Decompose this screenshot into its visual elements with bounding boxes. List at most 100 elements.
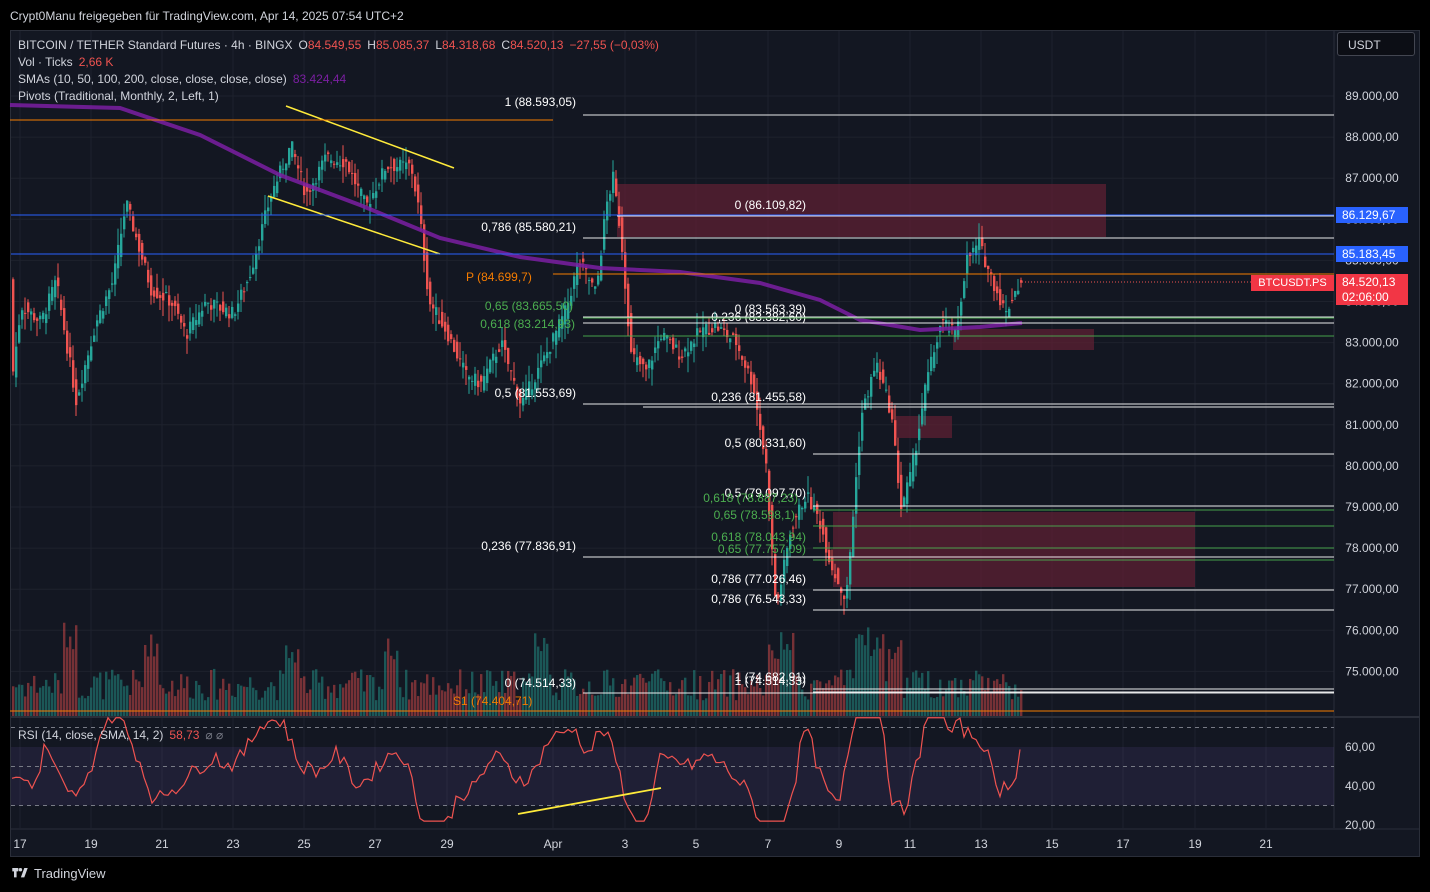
volume-bar (717, 679, 720, 716)
candle-body (234, 314, 237, 316)
volume-bar (468, 693, 471, 716)
candle-body (99, 310, 102, 323)
volume-bar (894, 652, 897, 716)
volume-bar (132, 670, 135, 716)
volume-bar (507, 671, 510, 716)
candle-body (156, 287, 159, 299)
candle-body (267, 207, 270, 212)
price-axis-label: 76.000,00 (1345, 623, 1399, 637)
volume-bar (510, 675, 513, 716)
volume-bar (69, 636, 72, 716)
time-axis-label: 21 (1259, 837, 1273, 851)
candle-body (543, 355, 546, 362)
candle-body (471, 380, 474, 382)
candle-body (789, 534, 792, 550)
volume-bar (390, 655, 393, 716)
volume-bar (99, 672, 102, 716)
volume-bar (942, 696, 945, 716)
candle-body (444, 321, 447, 332)
candle-body (759, 413, 762, 430)
candle-body (468, 376, 471, 380)
candle-body (1005, 310, 1008, 313)
candle-body (507, 347, 510, 365)
fib-label: 0,5 (79.097,70) (725, 486, 806, 500)
volume-bar (891, 659, 894, 716)
candle-body (690, 341, 693, 351)
volume-bar (615, 696, 618, 716)
volume-bar (876, 637, 879, 716)
candle-body (459, 358, 462, 360)
candle-body (951, 323, 954, 325)
candle-body (963, 281, 966, 298)
candle-body (66, 330, 69, 354)
volume-bar (393, 659, 396, 716)
candle-body (72, 360, 75, 388)
candle-body (546, 352, 549, 359)
price-axis-label: 75.000,00 (1345, 664, 1399, 678)
candle-body (135, 233, 138, 238)
candle-body (945, 320, 948, 324)
volume-bar (366, 675, 369, 716)
price-axis-label: 89.000,00 (1345, 89, 1399, 103)
candle-body (84, 365, 87, 384)
candle-body (933, 352, 936, 368)
candle-body (576, 264, 579, 286)
candle-body (120, 233, 123, 258)
candle-body (807, 492, 810, 494)
countdown-tag: 02:06:00 (1336, 289, 1408, 305)
candle-body (837, 568, 840, 585)
price-axis-label: 82.000,00 (1345, 377, 1399, 391)
volume-bar (408, 699, 411, 716)
volume-bar (801, 689, 804, 716)
candle-body (819, 520, 822, 529)
volume-bar (501, 670, 504, 716)
volume-bar (834, 675, 837, 716)
volume-bar (804, 696, 807, 716)
candle-body (60, 299, 63, 310)
time-axis-label: 5 (693, 837, 700, 851)
candle-body (387, 166, 390, 170)
volume-bar (444, 691, 447, 716)
volume-bar (672, 695, 675, 716)
volume-bar (531, 676, 534, 716)
volume-bar (114, 675, 117, 716)
candle-body (891, 409, 894, 420)
candle-body (147, 269, 150, 283)
volume-bar (249, 677, 252, 716)
volume-bar (810, 683, 813, 716)
currency-button[interactable]: USDT (1337, 32, 1415, 56)
volume-bar (306, 693, 309, 716)
volume-bar (627, 694, 630, 716)
candle-body (966, 254, 969, 274)
brand-name: TradingView (34, 866, 106, 881)
candle-body (33, 313, 36, 321)
volume-bar (897, 646, 900, 716)
volume-bar (216, 699, 219, 716)
legend-pivots-label: Pivots (Traditional, Monthly, 2, Left, 1… (18, 89, 219, 103)
candle-body (351, 172, 354, 174)
legend-rsi-value: 58,73 (169, 728, 200, 742)
candle-body (96, 320, 99, 327)
legend-sma-value: 83.424,44 (292, 72, 347, 86)
candle-body (396, 167, 399, 172)
candle-body (138, 233, 141, 252)
legend-o-label: O (298, 38, 308, 52)
volume-bar (618, 696, 621, 716)
candle-body (879, 371, 882, 380)
volume-bar (831, 685, 834, 716)
chart-frame[interactable] (10, 30, 1420, 857)
candle-body (300, 171, 303, 173)
candle-body (132, 216, 135, 232)
volume-bar (708, 681, 711, 716)
candle-body (621, 217, 624, 252)
candle-body (486, 368, 489, 384)
candle-body (216, 301, 219, 303)
volume-bar (174, 696, 177, 716)
candle-body (897, 450, 900, 483)
candle-body (129, 204, 132, 210)
candle-body (678, 356, 681, 360)
volume-bar (864, 645, 867, 716)
volume-bar (183, 688, 186, 716)
time-axis-label: 17 (13, 837, 27, 851)
